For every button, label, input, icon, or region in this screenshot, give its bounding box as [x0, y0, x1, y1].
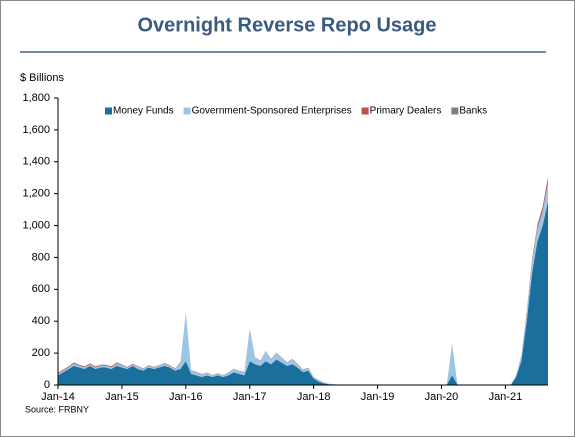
- x-tick-label: Jan-14: [41, 391, 75, 403]
- y-tick-label: 1,800: [22, 92, 50, 104]
- y-tick-label: 0: [44, 379, 50, 391]
- y-tick-label: 400: [32, 315, 50, 327]
- x-tick-label: Jan-17: [233, 391, 267, 403]
- x-tick-label: Jan-21: [489, 391, 523, 403]
- y-tick-label: 1,200: [22, 188, 50, 200]
- legend-swatch: [361, 107, 369, 115]
- legend-label: Banks: [459, 106, 487, 117]
- legend-label: Government-Sponsored Enterprises: [192, 106, 352, 117]
- y-tick-label: 600: [32, 283, 50, 295]
- y-tick-label: 1,400: [22, 156, 50, 168]
- x-tick-label: Jan-19: [361, 391, 395, 403]
- y-tick-label: 1,600: [22, 124, 50, 136]
- legend-swatch: [105, 107, 112, 115]
- legend-label: Primary Dealers: [370, 106, 442, 117]
- chart-title: Overnight Reverse Repo Usage: [138, 14, 437, 36]
- x-tick-label: Jan-20: [425, 391, 459, 403]
- legend-label: Money Funds: [113, 106, 174, 117]
- legend-swatch: [183, 107, 191, 115]
- y-tick-label: 800: [32, 251, 50, 263]
- x-tick-label: Jan-18: [297, 391, 331, 403]
- legend-swatch: [451, 107, 459, 115]
- source: Source: FRBNY: [25, 404, 89, 414]
- y-tick-label: 200: [32, 347, 50, 359]
- y-tick-label: 1,000: [22, 219, 50, 231]
- x-tick-label: Jan-16: [169, 391, 203, 403]
- x-tick-label: Jan-15: [105, 391, 139, 403]
- y-axis-label: $ Billions: [20, 72, 65, 84]
